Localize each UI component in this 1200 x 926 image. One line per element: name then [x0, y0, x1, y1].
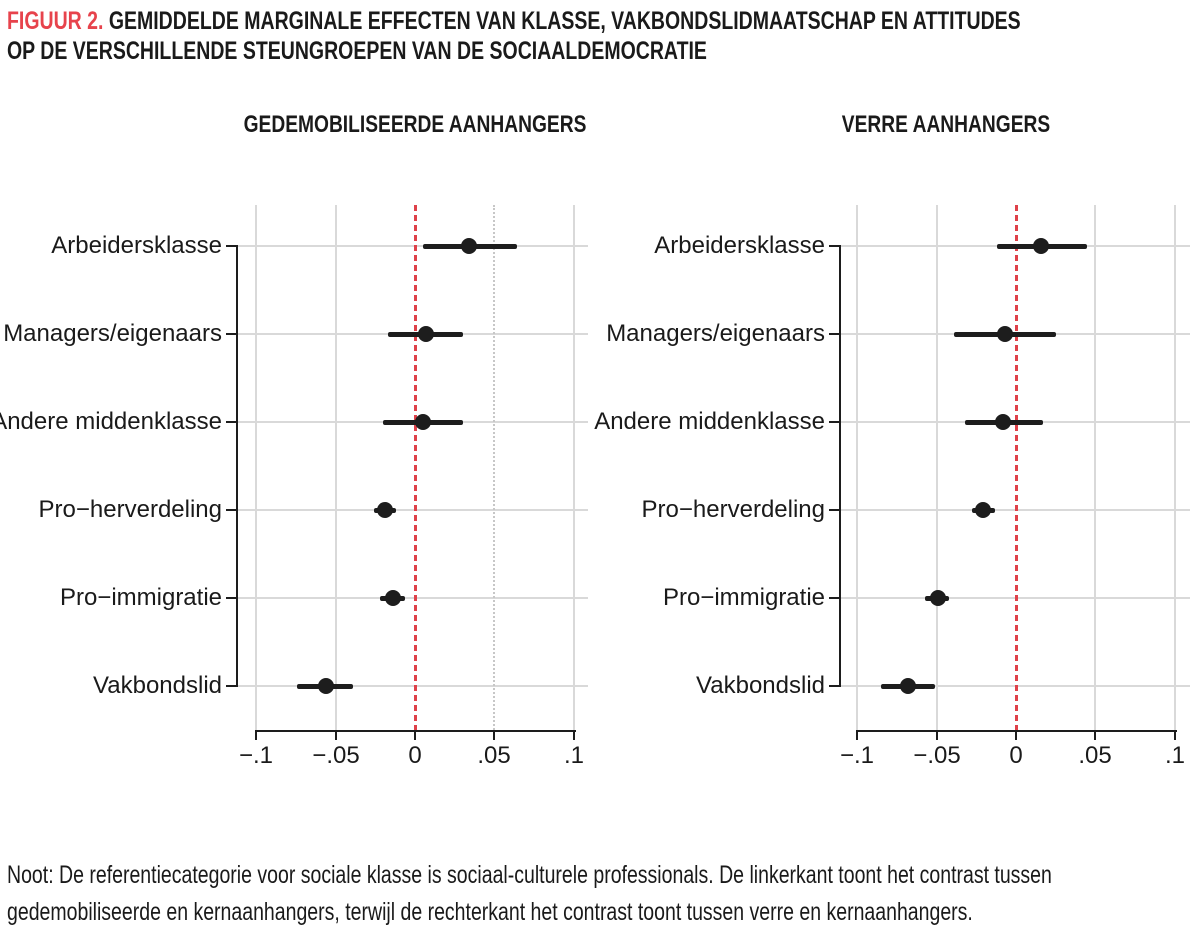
x-tick-label: 0 — [1009, 742, 1023, 769]
x-tick — [936, 730, 938, 740]
category-label: Arbeidersklasse — [654, 232, 825, 259]
estimate-dot — [318, 678, 334, 694]
v-gridline — [936, 205, 938, 730]
estimate-dot — [975, 502, 991, 518]
category-tick — [829, 421, 841, 423]
category-label: Arbeidersklasse — [51, 232, 222, 259]
x-tick — [573, 730, 575, 740]
estimate-dot — [385, 590, 401, 606]
category-tick — [226, 333, 238, 335]
estimate-dot — [415, 414, 431, 430]
category-tick — [829, 333, 841, 335]
x-tick-label: .1 — [1164, 742, 1185, 769]
estimate-dot — [995, 414, 1011, 430]
x-tick — [1174, 730, 1176, 740]
estimate-dot — [418, 326, 434, 342]
zero-reference-line — [414, 205, 417, 730]
category-tick — [829, 685, 841, 687]
x-tick — [414, 730, 416, 740]
category-label: Andere middenklasse — [594, 408, 825, 435]
category-tick — [226, 685, 238, 687]
category-label: Pro−herverdeling — [38, 496, 222, 523]
x-tick-label: .05 — [1078, 742, 1112, 769]
category-tick — [829, 245, 841, 247]
note-line-1: Noot: De referentiecategorie voor social… — [7, 861, 1052, 889]
x-tick — [335, 730, 337, 740]
category-label: Vakbondslid — [696, 672, 825, 699]
figure-number: FIGUUR 2. — [7, 7, 104, 35]
estimate-dot — [461, 238, 477, 254]
category-label: Managers/eigenaars — [606, 320, 825, 347]
category-label: Pro−immigratie — [59, 584, 222, 611]
x-tick-label: .05 — [477, 742, 511, 769]
category-label: Pro−herverdeling — [641, 496, 825, 523]
panel-title-right: VERRE AANHANGERS — [841, 111, 1051, 138]
estimate-dot — [1033, 238, 1049, 254]
y-axis-line — [839, 246, 841, 686]
x-tick — [493, 730, 495, 740]
v-gridline-dotted — [493, 205, 495, 730]
category-tick — [226, 245, 238, 247]
h-gridline — [238, 597, 588, 599]
estimate-dot — [997, 326, 1013, 342]
figure-title-line2: OP DE VERSCHILLENDE STEUNGROEPEN VAN DE … — [7, 37, 707, 65]
category-tick — [226, 421, 238, 423]
figure-note: Noot: De referentiecategorie voor social… — [7, 857, 1200, 926]
x-tick — [856, 730, 858, 740]
estimate-dot — [900, 678, 916, 694]
category-label: Pro−immigratie — [662, 584, 825, 611]
h-gridline — [238, 509, 588, 511]
estimate-dot — [930, 590, 946, 606]
x-tick-label: 0 — [408, 742, 422, 769]
category-label: Managers/eigenaars — [3, 320, 222, 347]
zero-reference-line — [1015, 205, 1018, 730]
panel-title-left: GEDEMOBILISEERDE AANHANGERS — [243, 111, 587, 138]
x-axis-line — [256, 730, 576, 732]
category-tick — [226, 509, 238, 511]
v-gridline — [335, 205, 337, 730]
figure-title: FIGUUR 2. GEMIDDELDE MARGINALE EFFECTEN … — [7, 6, 1200, 66]
v-gridline — [573, 205, 575, 730]
h-gridline — [238, 245, 588, 247]
estimate-dot — [377, 502, 393, 518]
category-tick — [829, 509, 841, 511]
category-tick — [829, 597, 841, 599]
v-gridline — [255, 205, 257, 730]
v-gridline — [856, 205, 858, 730]
x-tick-label: −.05 — [913, 742, 961, 769]
x-tick-label: .1 — [563, 742, 584, 769]
v-gridline — [1094, 205, 1096, 730]
h-gridline — [238, 685, 588, 687]
category-label: Vakbondslid — [93, 672, 222, 699]
x-tick-label: −.1 — [839, 742, 875, 769]
category-tick — [226, 597, 238, 599]
x-tick-label: −.05 — [312, 742, 360, 769]
x-tick-label: −.1 — [238, 742, 274, 769]
v-gridline — [1174, 205, 1176, 730]
y-axis-line — [236, 246, 238, 686]
x-axis-line — [857, 730, 1177, 732]
figure-title-line1: FIGUUR 2. GEMIDDELDE MARGINALE EFFECTEN … — [7, 6, 1021, 36]
note-line-2: gedemobiliseerde en kernaanhangers, terw… — [7, 898, 973, 926]
category-label: Andere middenklasse — [0, 408, 222, 435]
x-tick — [1015, 730, 1017, 740]
x-tick — [255, 730, 257, 740]
x-tick — [1094, 730, 1096, 740]
figure-title-text: GEMIDDELDE MARGINALE EFFECTEN VAN KLASSE… — [108, 7, 1021, 35]
